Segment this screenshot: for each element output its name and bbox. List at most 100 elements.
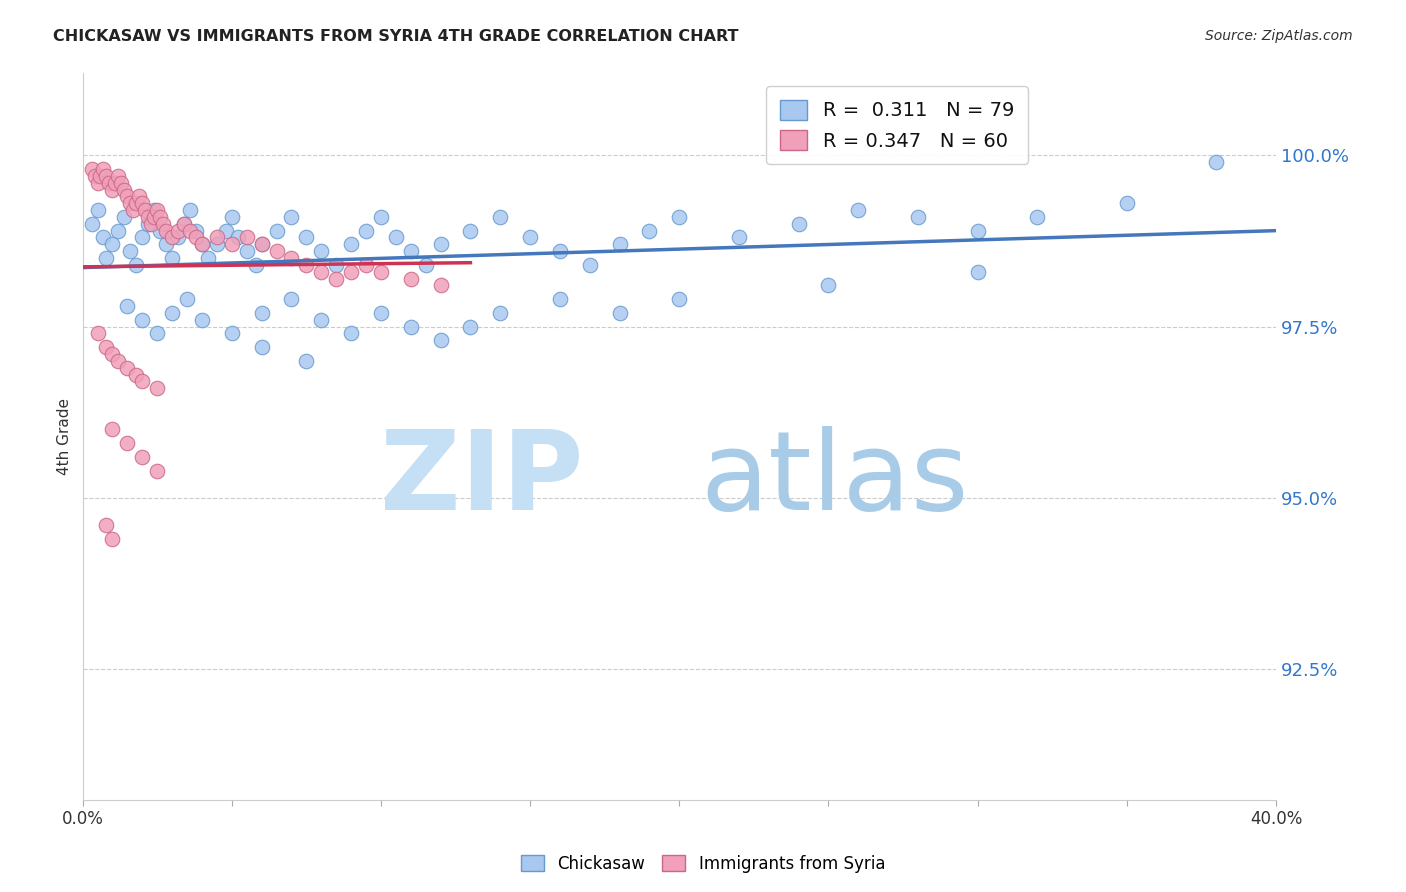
- Point: [250, 340, 273, 354]
- Point: [489, 210, 512, 224]
- Point: [120, 196, 142, 211]
- Point: [519, 230, 541, 244]
- Point: [370, 265, 392, 279]
- Y-axis label: 4th Grade: 4th Grade: [58, 398, 72, 475]
- Point: [1205, 155, 1227, 169]
- Point: [354, 258, 377, 272]
- Point: [215, 224, 238, 238]
- Point: [489, 306, 512, 320]
- Point: [136, 217, 159, 231]
- Point: [578, 258, 600, 272]
- Point: [221, 326, 243, 341]
- Point: [966, 265, 988, 279]
- Point: [131, 450, 153, 464]
- Point: [96, 518, 118, 533]
- Point: [101, 237, 124, 252]
- Point: [280, 292, 302, 306]
- Point: [460, 224, 482, 238]
- Point: [93, 230, 115, 244]
- Point: [340, 265, 363, 279]
- Text: CHICKASAW VS IMMIGRANTS FROM SYRIA 4TH GRADE CORRELATION CHART: CHICKASAW VS IMMIGRANTS FROM SYRIA 4TH G…: [53, 29, 740, 44]
- Point: [250, 237, 273, 252]
- Point: [280, 251, 302, 265]
- Point: [83, 169, 105, 183]
- Point: [325, 271, 347, 285]
- Point: [131, 312, 153, 326]
- Legend: R =  0.311   N = 79, R = 0.347   N = 60: R = 0.311 N = 79, R = 0.347 N = 60: [766, 87, 1028, 164]
- Point: [250, 306, 273, 320]
- Point: [86, 202, 108, 217]
- Point: [160, 251, 183, 265]
- Text: atlas: atlas: [700, 426, 969, 533]
- Point: [131, 230, 153, 244]
- Point: [197, 251, 219, 265]
- Point: [120, 244, 142, 259]
- Point: [131, 375, 153, 389]
- Point: [117, 299, 139, 313]
- Point: [125, 196, 148, 211]
- Point: [93, 161, 115, 176]
- Point: [638, 224, 661, 238]
- Point: [146, 202, 169, 217]
- Point: [101, 347, 124, 361]
- Point: [149, 224, 172, 238]
- Point: [146, 463, 169, 477]
- Point: [609, 306, 631, 320]
- Point: [385, 230, 408, 244]
- Point: [107, 354, 129, 368]
- Legend: Chickasaw, Immigrants from Syria: Chickasaw, Immigrants from Syria: [515, 848, 891, 880]
- Point: [191, 237, 214, 252]
- Point: [817, 278, 839, 293]
- Point: [250, 237, 273, 252]
- Point: [429, 237, 451, 252]
- Point: [266, 244, 288, 259]
- Point: [125, 368, 148, 382]
- Point: [98, 176, 121, 190]
- Point: [184, 224, 207, 238]
- Point: [155, 224, 177, 238]
- Point: [354, 224, 377, 238]
- Point: [160, 306, 183, 320]
- Point: [280, 210, 302, 224]
- Point: [191, 237, 214, 252]
- Point: [226, 230, 249, 244]
- Point: [370, 210, 392, 224]
- Point: [205, 237, 228, 252]
- Point: [728, 230, 751, 244]
- Point: [340, 326, 363, 341]
- Point: [173, 217, 195, 231]
- Point: [110, 176, 132, 190]
- Point: [325, 258, 347, 272]
- Point: [295, 258, 318, 272]
- Point: [429, 333, 451, 347]
- Point: [609, 237, 631, 252]
- Point: [399, 319, 422, 334]
- Point: [107, 169, 129, 183]
- Point: [309, 244, 332, 259]
- Point: [155, 237, 177, 252]
- Point: [89, 169, 111, 183]
- Point: [787, 217, 810, 231]
- Point: [460, 319, 482, 334]
- Point: [101, 182, 124, 196]
- Point: [846, 202, 869, 217]
- Point: [668, 210, 690, 224]
- Point: [205, 230, 228, 244]
- Point: [340, 237, 363, 252]
- Point: [235, 244, 257, 259]
- Point: [96, 340, 118, 354]
- Point: [86, 176, 108, 190]
- Point: [399, 271, 422, 285]
- Point: [141, 217, 163, 231]
- Point: [149, 210, 172, 224]
- Point: [107, 224, 129, 238]
- Point: [146, 326, 169, 341]
- Point: [179, 224, 201, 238]
- Point: [245, 258, 267, 272]
- Point: [101, 532, 124, 546]
- Point: [117, 360, 139, 375]
- Text: ZIP: ZIP: [381, 426, 583, 533]
- Point: [309, 312, 332, 326]
- Point: [668, 292, 690, 306]
- Point: [117, 436, 139, 450]
